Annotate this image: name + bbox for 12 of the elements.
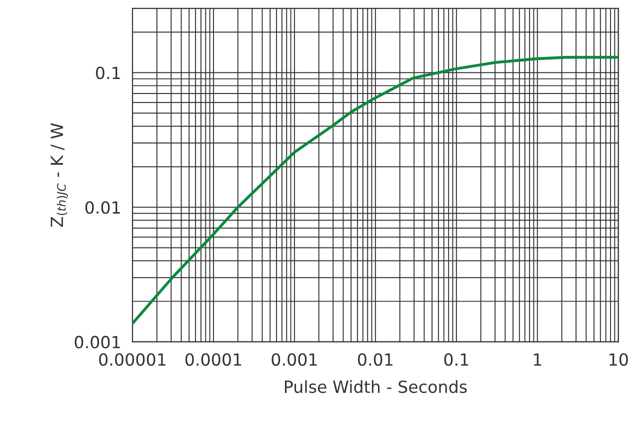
x-tick-label: 0.0001 xyxy=(185,353,242,366)
y-tick-label: 0.01 xyxy=(85,201,120,214)
x-tick-label: 0.00001 xyxy=(99,353,166,366)
y-tick-label: 0.001 xyxy=(74,336,120,348)
x-tick-label: 10 xyxy=(610,353,628,366)
x-tick-label: 0.01 xyxy=(358,353,392,366)
x-tick-label: 0.1 xyxy=(444,353,468,366)
x-axis-title: Pulse Width - Seconds xyxy=(284,380,467,394)
x-tick-label: 1 xyxy=(534,353,542,366)
y-tick-label: 0.1 xyxy=(96,66,120,80)
x-tick-label: 0.001 xyxy=(272,353,317,366)
y-axis-title: Z$_{(th)JC}$ - K / W xyxy=(50,123,68,227)
